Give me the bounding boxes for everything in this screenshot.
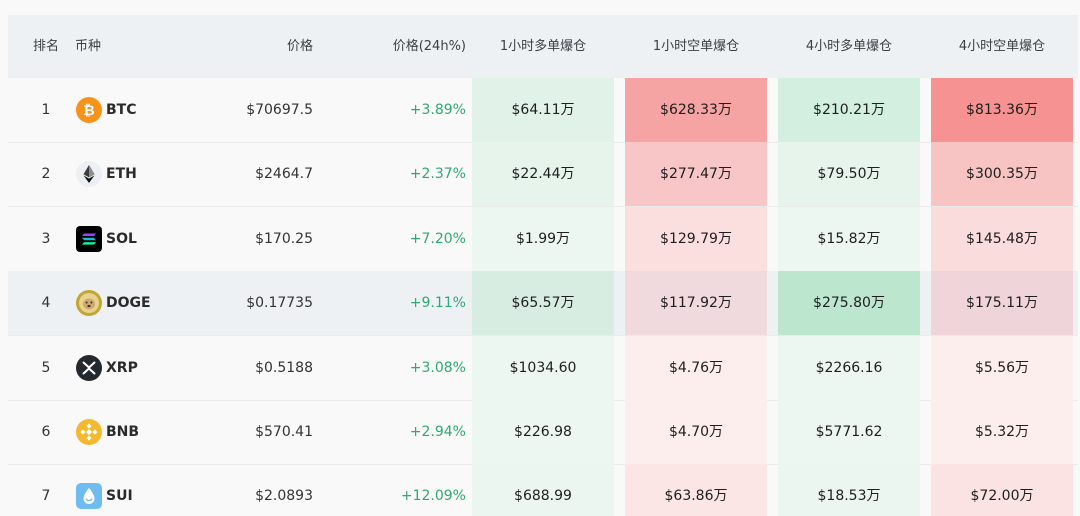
rank-cell: 5: [41, 360, 51, 376]
short-4h-cell: $5.32万: [931, 400, 1073, 464]
table-row[interactable]: 3 SOL $170.25 +7.20% $1.99万 $129.79万 $15.82万 $1…: [8, 207, 1078, 272]
long-4h-cell: $275.80万: [778, 271, 920, 335]
short-1h-cell: $4.76万: [625, 336, 767, 400]
bitcoin-icon: ₿: [76, 97, 102, 123]
short-4h-cell: $813.36万: [931, 78, 1073, 142]
xrp-icon: [76, 355, 102, 381]
short-4h-cell: $145.48万: [931, 207, 1073, 271]
header-coin[interactable]: 币种: [75, 39, 102, 54]
short-1h-cell: $277.47万: [625, 142, 767, 206]
rank-cell: 1: [41, 102, 51, 118]
sui-icon: [76, 483, 102, 509]
dogecoin-icon: [76, 290, 102, 316]
header-long-4h[interactable]: 4小时多单爆仓: [805, 39, 893, 54]
rank-cell: 4: [41, 295, 51, 311]
long-1h-cell: $1.99万: [472, 207, 614, 271]
change-cell: +3.89%: [409, 102, 466, 118]
rank-cell: 6: [41, 424, 51, 440]
change-cell: +3.08%: [409, 360, 466, 376]
price-cell: $0.17735: [246, 295, 313, 311]
long-4h-cell: $79.50万: [778, 142, 920, 206]
table-row[interactable]: 4 DOGE $0.17735 +9.11% $65.57万 $117.92万 $275.8…: [8, 271, 1078, 336]
price-cell: $2.0893: [255, 488, 313, 504]
ethereum-icon: [76, 161, 102, 187]
solana-icon: [76, 226, 102, 252]
rank-cell: 3: [41, 231, 51, 247]
rank-cell: 2: [41, 166, 51, 182]
coin-symbol: DOGE: [106, 295, 151, 311]
price-cell: $0.5188: [255, 360, 313, 376]
coin-symbol: SUI: [106, 488, 133, 504]
change-cell: +9.11%: [409, 295, 466, 311]
long-1h-cell: $65.57万: [472, 271, 614, 335]
coin-symbol: SOL: [106, 231, 137, 247]
change-cell: +2.94%: [409, 424, 466, 440]
header-short-4h[interactable]: 4小时空单爆仓: [958, 39, 1046, 54]
table-header: [8, 15, 1078, 78]
header-change[interactable]: 价格(24h%): [392, 39, 466, 54]
rank-cell: 7: [41, 488, 51, 504]
coin-symbol: ETH: [106, 166, 137, 182]
price-cell: $70697.5: [246, 102, 313, 118]
long-1h-cell: $64.11万: [472, 78, 614, 142]
header-rank[interactable]: 排名: [33, 39, 60, 54]
coin-symbol: BNB: [106, 424, 140, 440]
long-1h-cell: $226.98: [472, 400, 614, 464]
short-1h-cell: $63.86万: [625, 464, 767, 516]
table-row[interactable]: 5 XRP $0.5188 +3.08% $1034.60 $4.76万 $2266.16 $…: [8, 336, 1078, 401]
price-cell: $570.41: [255, 424, 313, 440]
table-row[interactable]: 6 BNB $570.41 +2.94% $226.98 $4.70万 $5771.62 $5…: [8, 400, 1078, 465]
short-1h-cell: $4.70万: [625, 400, 767, 464]
short-1h-cell: $628.33万: [625, 78, 767, 142]
header-short-1h[interactable]: 1小时空单爆仓: [652, 39, 740, 54]
short-4h-cell: $300.35万: [931, 142, 1073, 206]
svg-text:₿: ₿: [83, 103, 94, 119]
coin-symbol: XRP: [106, 360, 138, 376]
short-1h-cell: $129.79万: [625, 207, 767, 271]
short-4h-cell: $5.56万: [931, 336, 1073, 400]
price-cell: $2464.7: [255, 166, 313, 182]
long-4h-cell: $18.53万: [778, 464, 920, 516]
short-4h-cell: $72.00万: [931, 464, 1073, 516]
long-4h-cell: $5771.62: [778, 400, 920, 464]
bnb-icon: [76, 419, 102, 445]
long-4h-cell: $15.82万: [778, 207, 920, 271]
short-4h-cell: $175.11万: [931, 271, 1073, 335]
long-1h-cell: $22.44万: [472, 142, 614, 206]
change-cell: +2.37%: [409, 166, 466, 182]
long-4h-cell: $2266.16: [778, 336, 920, 400]
long-1h-cell: $1034.60: [472, 336, 614, 400]
short-1h-cell: $117.92万: [625, 271, 767, 335]
table-row[interactable]: 7 SUI $2.0893 +12.09% $688.99 $63.86万 $18.53万 $…: [8, 464, 1078, 516]
table-row[interactable]: 1 ₿ BTC $70697.5 +3.89% $64.11万 $628.33万 $210.2…: [8, 78, 1078, 143]
long-1h-cell: $688.99: [472, 464, 614, 516]
table-row[interactable]: 2 ETH $2464.7 +2.37% $22.44万 $277.47万 $79.50万 $…: [8, 142, 1078, 207]
price-cell: $170.25: [255, 231, 313, 247]
header-long-1h[interactable]: 1小时多单爆仓: [499, 39, 587, 54]
header-price[interactable]: 价格: [286, 39, 313, 54]
change-cell: +7.20%: [409, 231, 466, 247]
long-4h-cell: $210.21万: [778, 78, 920, 142]
coin-symbol: BTC: [106, 102, 137, 118]
change-cell: +12.09%: [400, 488, 466, 504]
